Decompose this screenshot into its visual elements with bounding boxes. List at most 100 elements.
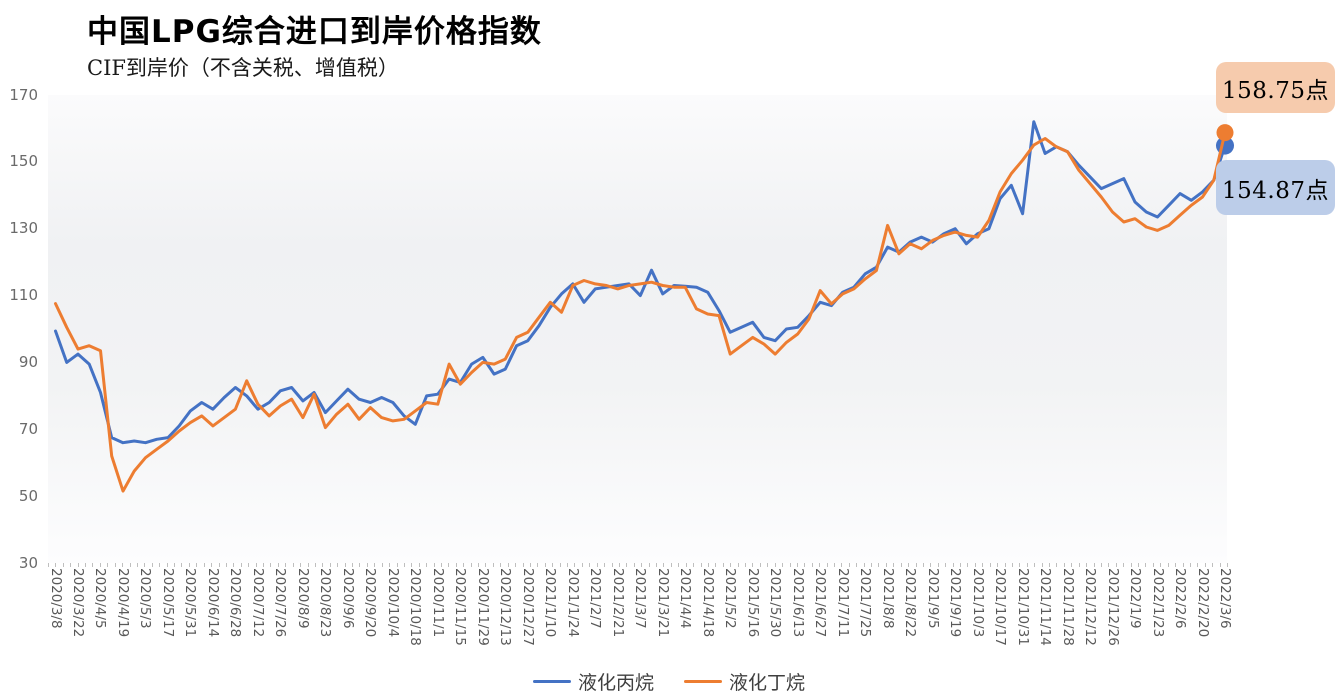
x-axis-date-label: 2021/5/30 xyxy=(767,568,784,638)
x-axis-tick-mark xyxy=(1011,563,1013,567)
x-axis-date-label: 2020/6/28 xyxy=(227,568,244,638)
x-axis-tick-mark xyxy=(922,563,924,567)
x-axis-tick-mark xyxy=(285,563,287,567)
propane-line-swatch xyxy=(532,680,571,683)
x-axis-tick-mark xyxy=(441,563,442,567)
x-axis-tick-mark xyxy=(1063,563,1065,567)
x-axis-tick-mark xyxy=(796,563,798,567)
x-axis-date-label: 2020/11/29 xyxy=(474,568,491,646)
chart-title: 中国LPG综合进口到岸价格指数 xyxy=(87,14,542,50)
x-axis-tick-mark xyxy=(300,563,302,567)
x-axis-date-label: 2020/3/8 xyxy=(47,568,64,629)
x-axis-date-label: 2020/10/4 xyxy=(384,568,401,638)
y-axis-tick-label: 30 xyxy=(18,553,38,572)
x-axis-tick-mark xyxy=(492,563,494,567)
x-axis-tick-mark xyxy=(878,563,880,567)
x-axis-date-label: 2020/9/20 xyxy=(362,568,379,638)
x-axis-tick-mark xyxy=(478,563,480,567)
x-axis-tick-mark xyxy=(99,563,101,567)
x-axis-tick-mark xyxy=(997,563,999,567)
x-axis-tick-mark xyxy=(114,563,116,567)
x-axis-tick-mark xyxy=(960,563,962,567)
x-axis-tick-mark xyxy=(500,563,502,567)
x-axis-tick-mark xyxy=(574,563,576,567)
x-axis-tick-mark xyxy=(1152,563,1154,567)
x-axis-date-label: 2021/9/19 xyxy=(947,568,964,638)
x-axis-date-label: 2020/12/13 xyxy=(497,568,514,646)
x-axis-tick-mark xyxy=(581,563,583,567)
x-axis-tick-mark xyxy=(211,563,213,567)
x-axis-tick-mark xyxy=(737,563,739,567)
x-axis-date-label: 2020/4/19 xyxy=(114,568,131,638)
x-axis-tick-mark xyxy=(263,563,265,567)
x-axis-date-label: 2020/3/22 xyxy=(69,568,86,638)
propane-value-label: 154.87点 xyxy=(1222,177,1329,204)
legend: 液化丙烷 液化丁烷 xyxy=(0,668,1338,695)
x-axis-tick-mark xyxy=(507,563,509,567)
x-axis-tick-mark xyxy=(1145,563,1147,567)
x-axis-tick-mark xyxy=(129,563,131,567)
x-axis-tick-mark xyxy=(248,563,250,567)
x-axis-tick-mark xyxy=(885,563,887,567)
x-axis-tick-mark xyxy=(559,563,561,567)
x-axis-date-label: 2021/1/24 xyxy=(564,568,581,638)
x-axis-tick-mark xyxy=(989,563,991,567)
x-axis-date-label: 2021/6/13 xyxy=(789,568,806,638)
x-axis-tick-mark xyxy=(908,563,910,567)
x-axis-tick-mark xyxy=(181,563,183,567)
x-axis-tick-mark xyxy=(641,563,643,567)
x-axis-tick-mark xyxy=(1041,563,1043,567)
x-axis-tick-mark xyxy=(567,563,569,567)
x-axis-tick-mark xyxy=(1130,563,1132,567)
x-axis-tick-mark xyxy=(151,563,153,567)
x-axis-date-label: 2020/9/6 xyxy=(339,568,356,629)
y-axis-tick-label: 150 xyxy=(9,152,38,171)
x-axis-date-label: 2020/5/17 xyxy=(159,568,176,638)
x-axis-date-label: 2021/3/21 xyxy=(654,568,671,638)
x-axis-tick-mark xyxy=(618,563,620,567)
x-axis-date-label: 2021/12/26 xyxy=(1104,568,1121,646)
x-axis-tick-mark xyxy=(656,563,658,567)
x-axis-tick-mark xyxy=(693,563,695,567)
x-axis-tick-mark xyxy=(396,563,398,567)
x-axis-tick-mark xyxy=(1034,563,1036,567)
x-axis-tick-mark xyxy=(277,563,279,567)
x-axis-date-label: 2022/3/6 xyxy=(1217,568,1233,629)
x-axis-tick-mark xyxy=(1019,563,1021,567)
x-axis-tick-mark xyxy=(552,563,554,567)
x-axis-tick-mark xyxy=(604,563,606,567)
x-axis-tick-mark xyxy=(433,563,435,567)
y-axis-tick-label: 90 xyxy=(18,352,38,371)
x-axis-date-label: 2021/5/2 xyxy=(722,568,739,629)
x-axis-tick-mark xyxy=(77,563,79,567)
x-axis-tick-mark xyxy=(974,563,976,567)
x-axis-tick-mark xyxy=(1160,563,1162,567)
x-axis-tick-mark xyxy=(529,563,531,567)
x-axis-tick-mark xyxy=(937,563,939,567)
y-axis-tick-label: 70 xyxy=(18,419,38,438)
x-axis-tick-mark xyxy=(344,563,346,567)
x-axis-tick-mark xyxy=(522,563,524,567)
x-axis-tick-mark xyxy=(322,563,324,567)
x-axis-date-label: 2021/8/8 xyxy=(879,568,896,629)
x-axis-tick-mark xyxy=(122,563,124,567)
x-axis-tick-mark xyxy=(707,563,709,567)
x-axis-tick-mark xyxy=(1123,563,1125,567)
x-axis-tick-mark xyxy=(196,563,198,567)
x-axis-date-label: 2021/5/16 xyxy=(744,568,761,638)
x-axis-tick-mark xyxy=(633,563,635,567)
x-axis-tick-mark xyxy=(745,563,747,567)
x-axis-date-label: 2020/11/15 xyxy=(452,568,469,646)
x-axis-tick-mark xyxy=(715,563,717,567)
x-axis-tick-mark xyxy=(982,563,984,567)
x-axis-date-label: 2020/8/9 xyxy=(294,568,311,629)
x-axis-tick-mark xyxy=(952,563,954,567)
x-axis-date-label: 2021/10/31 xyxy=(1014,568,1031,646)
x-axis-date-label: 2021/3/7 xyxy=(632,568,649,629)
x-axis-tick-mark xyxy=(759,563,761,567)
x-axis-tick-mark xyxy=(1026,563,1028,567)
x-axis-date-label: 2021/7/25 xyxy=(857,568,874,638)
x-axis-tick-mark xyxy=(626,563,628,567)
x-axis-tick-mark xyxy=(1004,563,1006,567)
x-axis-date-label: 2020/4/5 xyxy=(92,568,109,629)
